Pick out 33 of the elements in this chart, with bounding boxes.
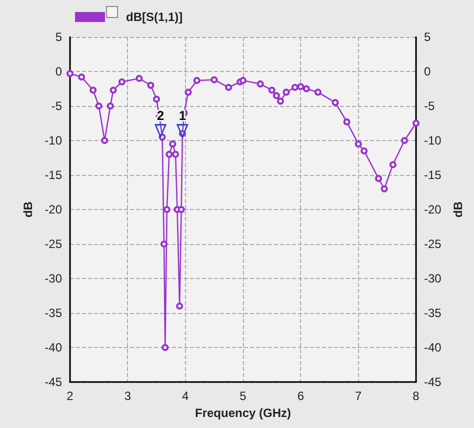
y-tick-label: -30 [44, 272, 62, 286]
x-tick-label: 2 [66, 389, 74, 403]
y2-tick-label: -40 [424, 340, 442, 354]
y2-tick-label: -45 [424, 375, 442, 389]
y2-tick-label: 5 [424, 30, 431, 44]
y-tick-label: -15 [44, 168, 62, 182]
y-axis-title: dB [20, 201, 35, 218]
y2-tick-label: 0 [424, 64, 431, 78]
y2-tick-label: -15 [424, 168, 442, 182]
y-tick-label: 5 [55, 30, 62, 44]
x-tick-label: 6 [297, 389, 304, 403]
x-axis-title: Frequency (GHz) [194, 406, 292, 420]
x-tick-label: 4 [182, 389, 189, 403]
y2-tick-label: -5 [424, 99, 435, 113]
y-tick-label: -40 [44, 340, 62, 354]
y2-axis-title: dB [451, 201, 466, 218]
y-tick-label: -20 [44, 202, 62, 216]
legend-label: dB[S(1,1)] [126, 10, 183, 24]
y-tick-label: -10 [44, 134, 62, 148]
y-tick-label: -45 [44, 375, 62, 389]
y2-tick-label: -10 [424, 134, 442, 148]
y2-tick-label: -30 [424, 272, 442, 286]
y-tick-label: 0 [55, 64, 62, 78]
y2-tick-label: -20 [424, 202, 442, 216]
x-tick-label: 7 [354, 389, 362, 403]
y2-tick-label: -25 [424, 237, 442, 251]
y2-tick-label: -35 [424, 306, 442, 320]
x-tick-label: 5 [240, 389, 247, 403]
x-tick-label: 3 [124, 389, 132, 403]
y-tick-label: -35 [44, 306, 62, 320]
y-tick-label: -5 [51, 99, 62, 113]
x-tick-label: 8 [412, 389, 420, 403]
y-tick-label: -25 [44, 237, 62, 251]
